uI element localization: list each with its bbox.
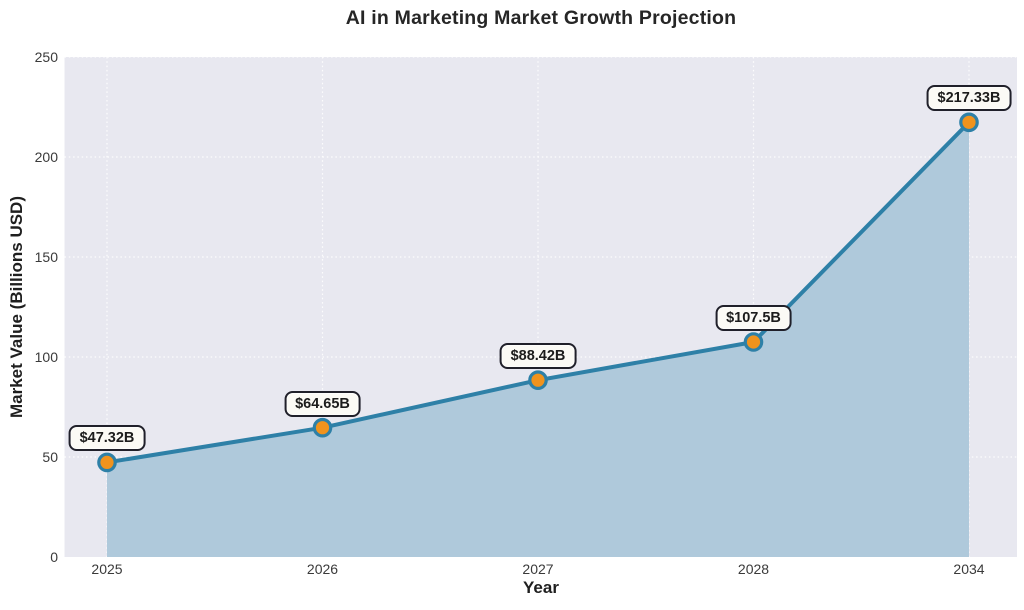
y-tick-label: 50 bbox=[42, 449, 58, 465]
data-point-marker-2027 bbox=[528, 370, 548, 390]
annotation-2026: $64.65B bbox=[284, 390, 361, 417]
annotation-2027: $88.42B bbox=[499, 343, 577, 370]
data-point-marker-2028 bbox=[743, 332, 764, 352]
x-tick-label: 2034 bbox=[953, 561, 985, 577]
annotation-2034: $217.33B bbox=[926, 85, 1012, 112]
y-tick-label: 200 bbox=[34, 149, 58, 165]
data-point-marker-2025 bbox=[97, 452, 117, 473]
y-tick-label: 100 bbox=[34, 349, 58, 365]
x-tick-label: 2027 bbox=[522, 561, 554, 577]
data-point-marker-2034 bbox=[959, 112, 979, 133]
area-fill bbox=[107, 122, 969, 558]
annotation-2025: $47.32B bbox=[68, 425, 146, 452]
y-tick-label: 150 bbox=[34, 249, 58, 265]
x-axis-label: Year bbox=[523, 578, 559, 597]
chart-title: AI in Marketing Market Growth Projection bbox=[345, 7, 737, 29]
x-tick-label: 2028 bbox=[737, 561, 770, 577]
data-point-marker-2026 bbox=[312, 417, 333, 438]
annotation-2028: $107.5B bbox=[715, 305, 792, 331]
x-tick-label: 2026 bbox=[306, 561, 339, 577]
x-tick-label: 2025 bbox=[91, 561, 123, 577]
y-tick-label: 250 bbox=[34, 49, 58, 65]
y-tick-label: 0 bbox=[50, 549, 58, 565]
